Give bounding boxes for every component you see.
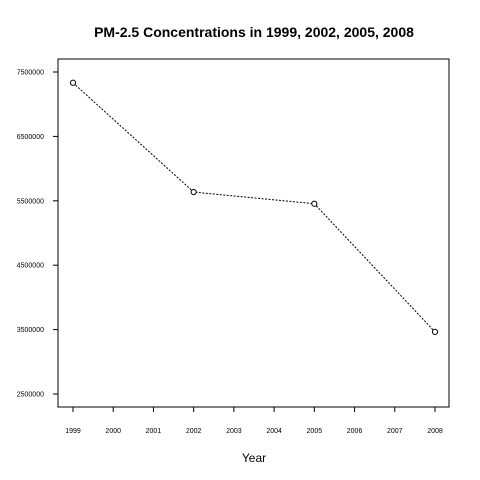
x-tick-label-4: 2003 (226, 428, 242, 435)
series-line-0 (72, 82, 436, 333)
x-tick-label-2: 2001 (146, 428, 162, 435)
y-tick-label-1: 3500000 (17, 327, 44, 334)
data-point-2005 (311, 200, 318, 207)
chart-title: PM-2.5 Concentrations in 1999, 2002, 200… (94, 24, 414, 40)
data-point-1999 (69, 79, 77, 86)
plot-area (57, 58, 450, 408)
x-tick-label-6: 2005 (307, 428, 323, 435)
y-tick-label-5: 7500000 (17, 70, 44, 77)
x-tick-label-0: 1999 (65, 428, 81, 435)
x-tick-label-1: 2000 (105, 428, 121, 435)
x-axis: 1999 2000 2001 2002 2003 2004 2005 2006 2007 2008 (65, 407, 443, 435)
y-axis: 2500000 3500000 4500000 5500000 6500000 75000… (17, 70, 58, 399)
x-tick-label-7: 2006 (347, 428, 363, 435)
x-tick-label-9: 2008 (427, 428, 443, 435)
x-tick-label-3: 2002 (186, 428, 202, 435)
data-point-2002 (190, 188, 197, 196)
x-axis-title: Year (242, 451, 266, 465)
series-group (69, 79, 439, 336)
data-point-2008 (431, 328, 439, 336)
x-tick-label-8: 2007 (387, 428, 403, 435)
y-tick-label-4: 6500000 (17, 134, 44, 141)
y-tick-label-0: 2500000 (17, 392, 44, 399)
y-tick-label-2: 4500000 (17, 263, 44, 270)
y-tick-label-3: 5500000 (17, 198, 44, 205)
x-tick-label-5: 2004 (266, 428, 282, 435)
